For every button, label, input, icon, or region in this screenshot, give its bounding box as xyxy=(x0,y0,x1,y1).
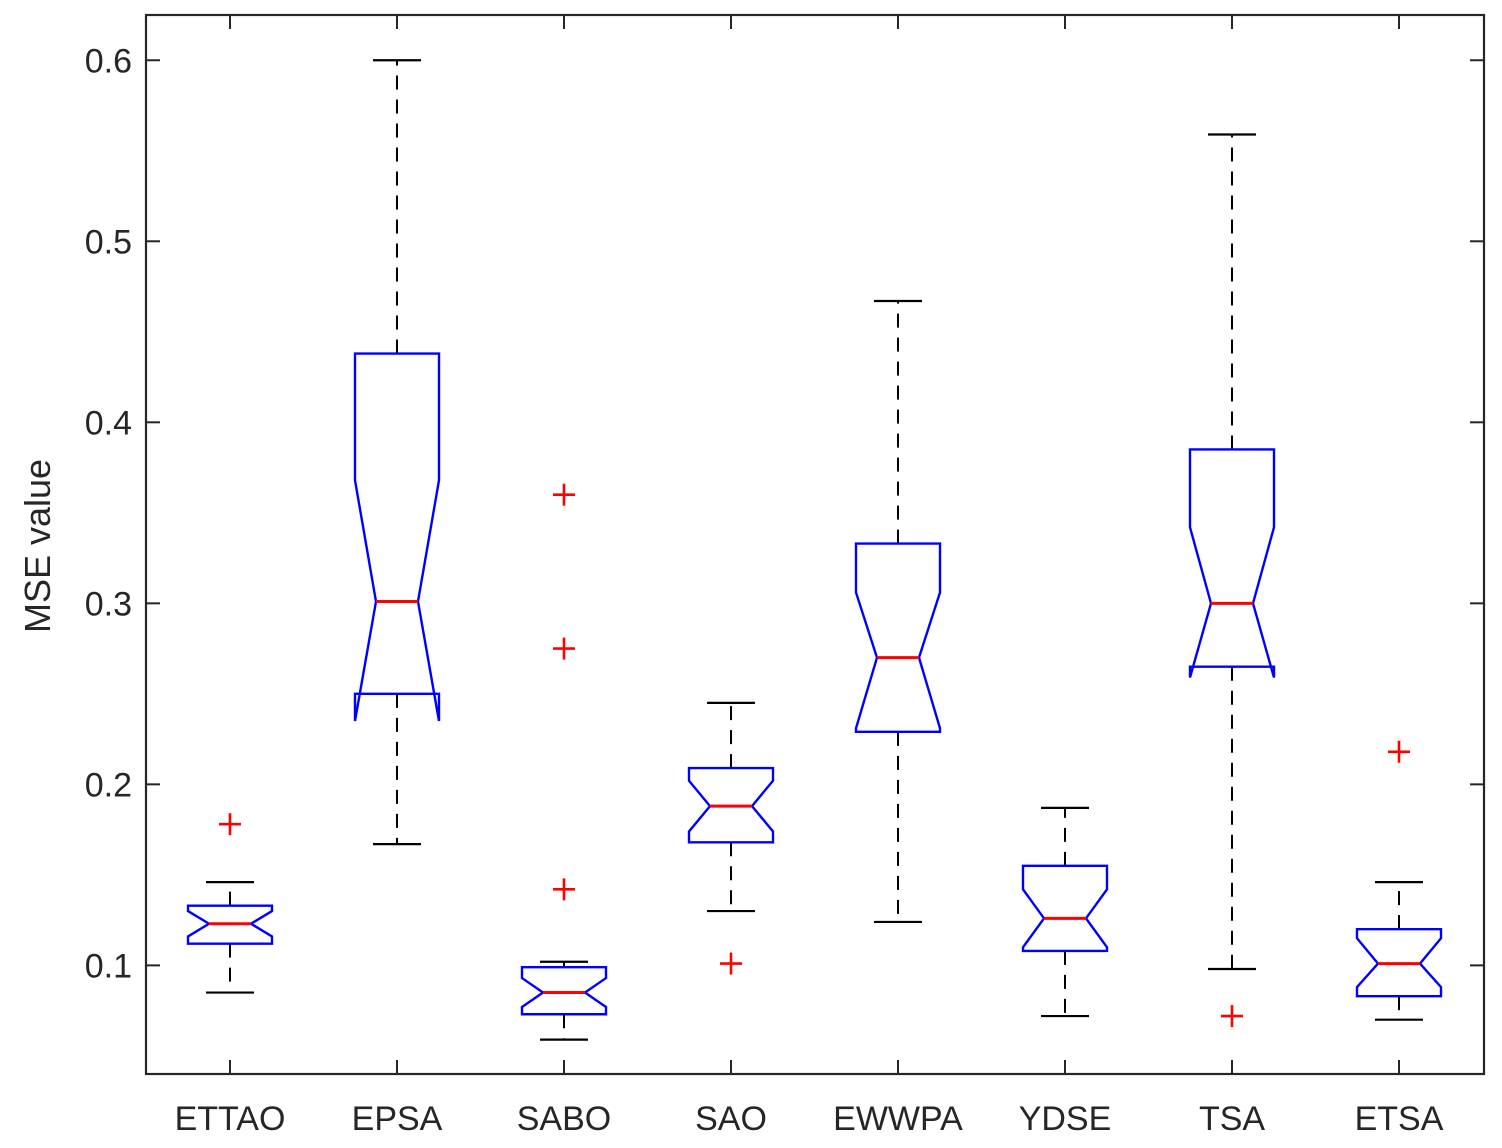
notched-box xyxy=(353,352,441,722)
ticks-layer: 0.1 0.2 0.3 0.4 0.5 0.6 ETTAO EPSA SABO SAO EWWPA Y… xyxy=(85,15,1484,1138)
notched-box xyxy=(186,904,274,945)
y-tick-label: 0.4 xyxy=(85,404,132,442)
x-tick-label: SAO xyxy=(695,1100,767,1138)
outlier-marker xyxy=(553,878,575,901)
y-tick-label: 0.1 xyxy=(85,947,132,985)
outlier-marker xyxy=(720,952,742,975)
y-axis-label: MSE value xyxy=(17,459,58,633)
outlier-marker xyxy=(219,813,241,836)
outlier-marker xyxy=(553,483,575,506)
box-ydse xyxy=(1021,806,1109,1018)
x-tick-label: YDSE xyxy=(1019,1100,1112,1138)
box-epsa xyxy=(353,59,441,846)
notched-box xyxy=(520,965,608,1016)
box-sao xyxy=(687,701,775,975)
notched-box xyxy=(1355,927,1443,998)
box-ettao xyxy=(186,813,274,994)
outlier-marker xyxy=(1388,740,1410,763)
x-tick-label: ETSA xyxy=(1355,1100,1444,1138)
notched-box xyxy=(854,542,942,734)
notched-box xyxy=(1188,448,1276,678)
y-tick-label: 0.3 xyxy=(85,585,132,623)
plot-frame xyxy=(144,13,1486,1076)
x-tick-label: EPSA xyxy=(352,1100,443,1138)
outlier-marker xyxy=(553,637,575,660)
box-etsa xyxy=(1355,740,1443,1021)
notched-box xyxy=(1021,864,1109,953)
x-tick-label: SABO xyxy=(517,1100,611,1138)
y-tick-label: 0.2 xyxy=(85,766,132,804)
box-sabo xyxy=(520,483,608,1041)
x-tick-label: ETTAO xyxy=(175,1100,286,1138)
outlier-marker xyxy=(1221,1005,1243,1028)
notched-box xyxy=(687,766,775,844)
boxes-layer xyxy=(186,59,1443,1041)
box-tsa xyxy=(1188,133,1276,1028)
y-tick-label: 0.6 xyxy=(85,42,132,80)
x-tick-label: TSA xyxy=(1199,1100,1265,1138)
y-tick-label: 0.5 xyxy=(85,223,132,261)
x-tick-label: EWWPA xyxy=(833,1100,963,1138)
box-ewwpa xyxy=(854,299,942,924)
